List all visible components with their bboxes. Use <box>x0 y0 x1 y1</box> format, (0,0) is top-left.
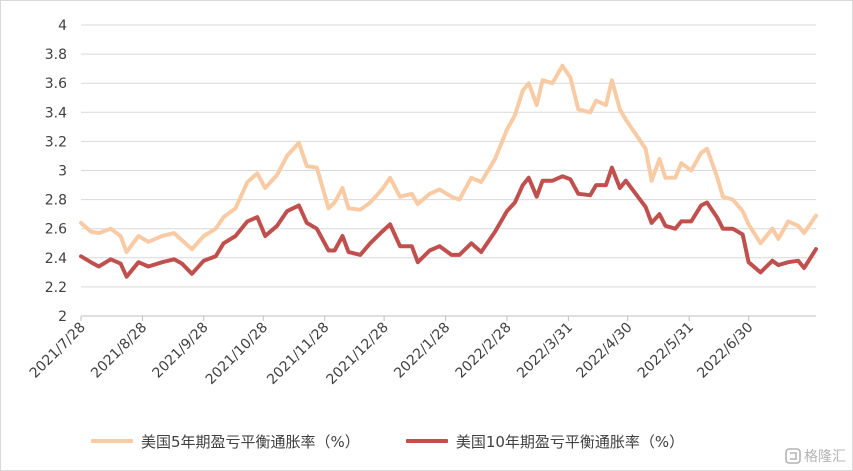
x-tick-label: 2022/1/28 <box>391 320 453 382</box>
x-tick-label: 2022/2/28 <box>453 320 515 382</box>
legend-swatch-10y <box>405 439 448 443</box>
x-tick-label: 2022/6/30 <box>694 320 756 382</box>
y-tick-label: 2.6 <box>45 222 67 238</box>
y-tick-label: 2.2 <box>45 280 67 296</box>
y-tick-label: 3 <box>58 164 67 180</box>
series-line-5y <box>79 63 818 254</box>
legend-item-5y: 美国5年期盈亏平衡通胀率（%） <box>91 431 360 452</box>
y-tick-label: 4 <box>58 18 67 34</box>
y-tick-label: 2 <box>58 309 67 325</box>
x-tick-label: 2022/3/31 <box>514 320 576 382</box>
x-tick-label: 2022/5/31 <box>635 320 697 382</box>
legend-item-10y: 美国10年期盈亏平衡通胀率（%） <box>405 431 685 452</box>
y-tick-label: 3.8 <box>45 47 67 63</box>
series-line-10y <box>79 165 818 279</box>
watermark: 格隆汇 <box>785 446 846 466</box>
gelonghui-logo-icon <box>785 448 801 464</box>
y-tick-label: 2.4 <box>45 251 67 267</box>
legend: 美国5年期盈亏平衡通胀率（%） 美国10年期盈亏平衡通胀率（%） <box>91 429 684 453</box>
y-tick-label: 3.6 <box>45 76 67 92</box>
x-tick-label: 2021/12/28 <box>324 320 392 388</box>
y-tick-label: 3.4 <box>45 105 67 121</box>
legend-swatch-5y <box>91 439 133 443</box>
x-tick-label: 2021/10/28 <box>203 320 271 388</box>
x-tick-label: 2022/4/30 <box>574 320 636 382</box>
x-tick-label: 2021/11/28 <box>264 320 332 388</box>
x-tick-label: 2021/9/28 <box>150 320 212 382</box>
legend-label-5y: 美国5年期盈亏平衡通胀率（%） <box>141 432 360 451</box>
x-tick-label: 2021/7/28 <box>27 320 89 382</box>
y-tick-label: 2.8 <box>45 193 67 209</box>
legend-label-10y: 美国10年期盈亏平衡通胀率（%） <box>455 432 685 451</box>
y-tick-label: 3.2 <box>45 134 67 150</box>
watermark-text: 格隆汇 <box>804 449 846 465</box>
x-tick-label: 2021/8/28 <box>88 320 150 382</box>
